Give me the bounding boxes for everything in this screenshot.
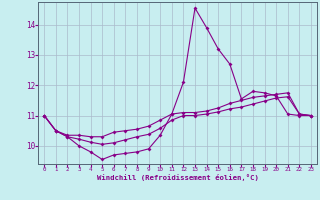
X-axis label: Windchill (Refroidissement éolien,°C): Windchill (Refroidissement éolien,°C) <box>97 174 259 181</box>
